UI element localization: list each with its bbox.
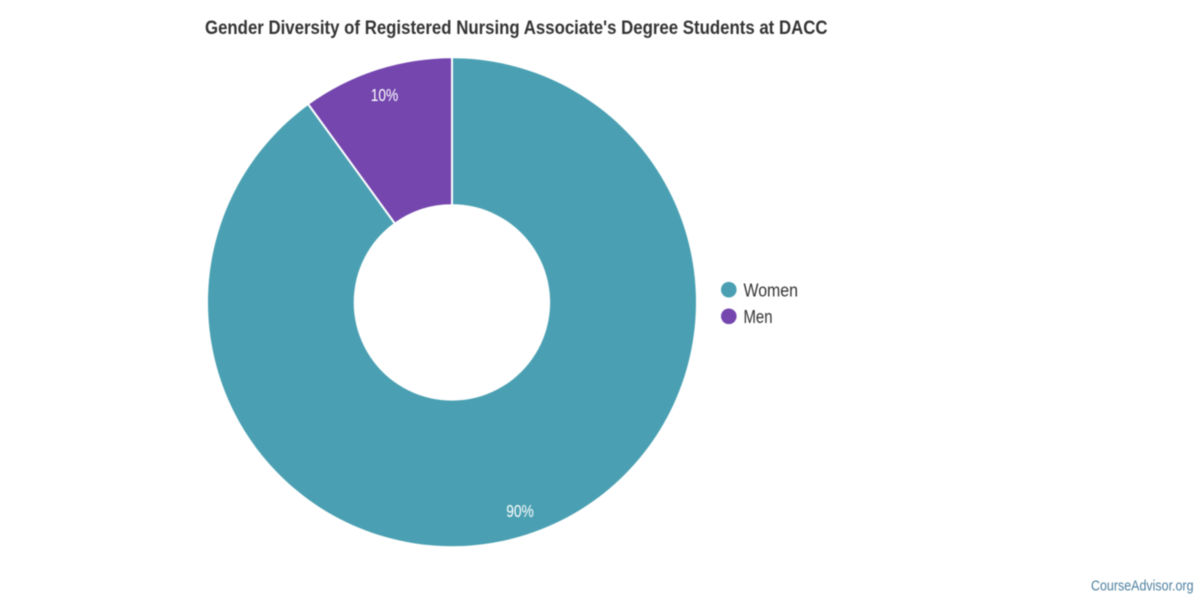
svg-text:10%: 10% xyxy=(371,85,399,105)
svg-text:90%: 90% xyxy=(506,501,534,521)
svg-text:CourseAdvisor.org: CourseAdvisor.org xyxy=(1091,578,1194,594)
svg-text:Gender Diversity of Registered: Gender Diversity of Registered Nursing A… xyxy=(205,18,828,39)
svg-text:Women: Women xyxy=(744,280,799,300)
svg-text:Men: Men xyxy=(744,307,773,327)
